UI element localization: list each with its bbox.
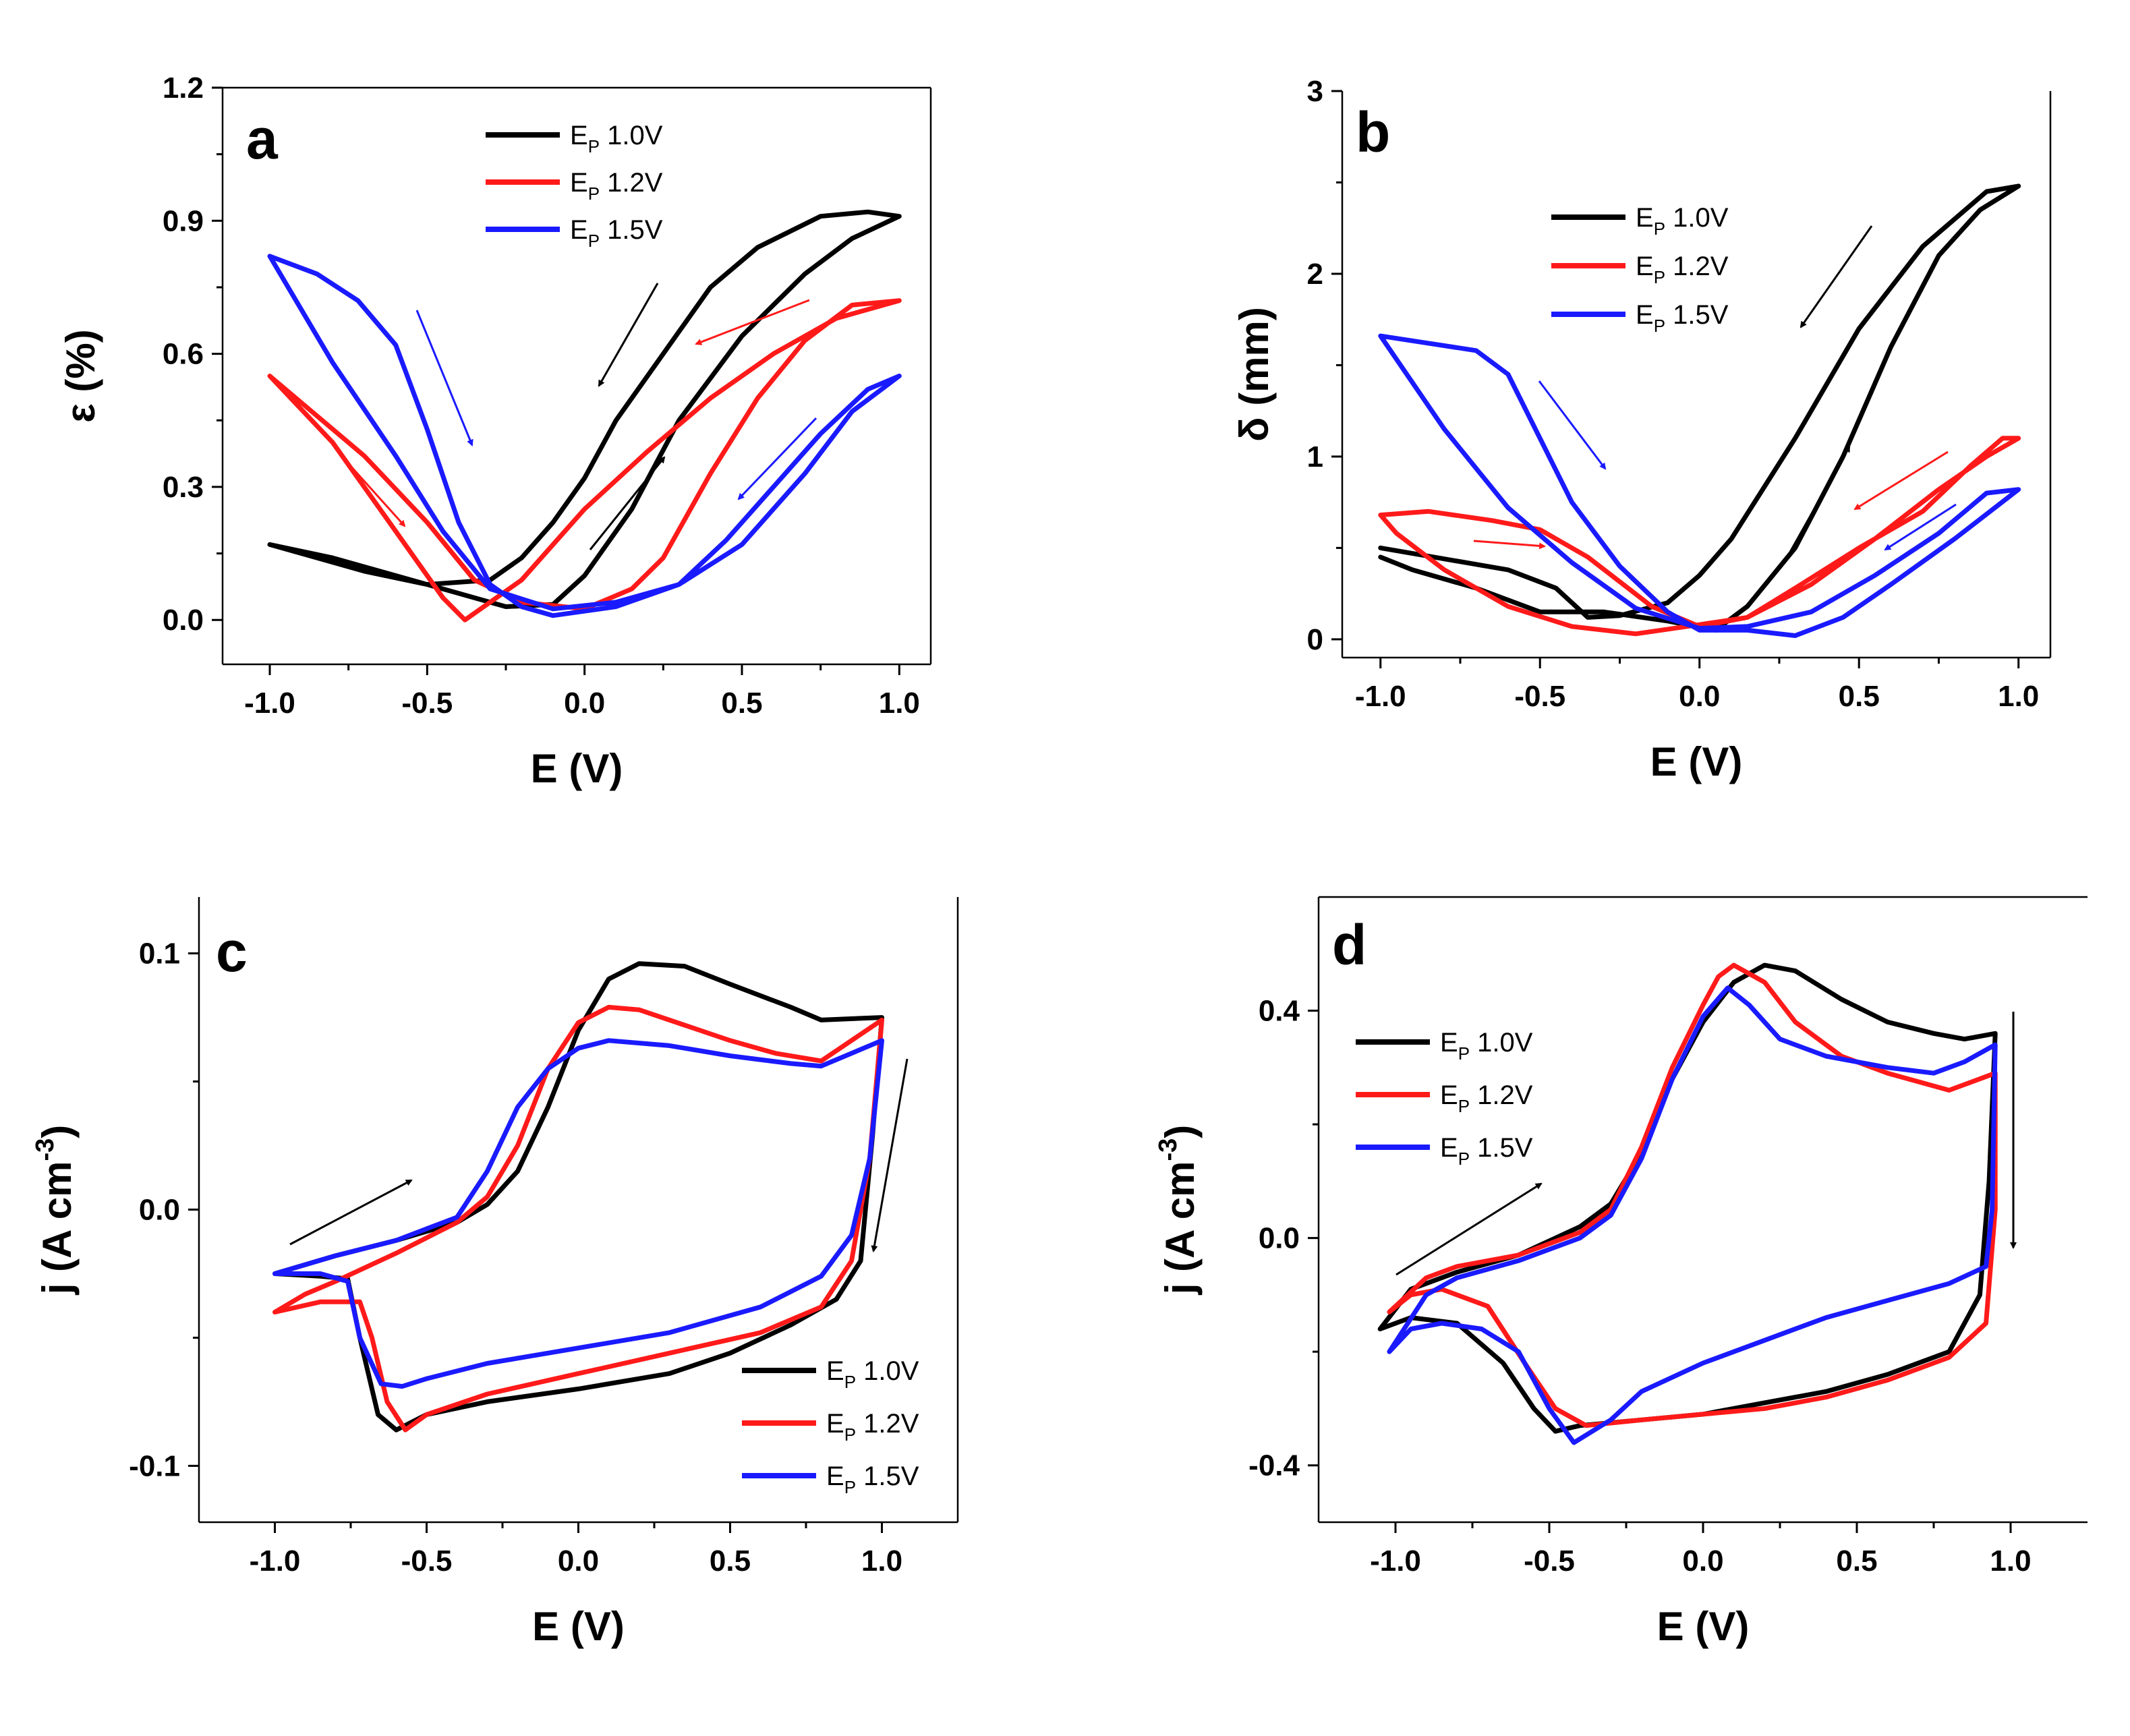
series-line-ep-1.2v — [272, 1004, 884, 1433]
x-tick-label: 0.5 — [1836, 1544, 1877, 1578]
x-axis-title: E (V) — [1650, 739, 1743, 784]
x-axis-title: E (V) — [1657, 1604, 1750, 1649]
series-line-ep-1.5v — [267, 254, 902, 618]
x-tick-label: 0.0 — [558, 1544, 599, 1578]
x-tick-label: 0.0 — [1682, 1544, 1723, 1578]
y-axis-title: j (A cm-3) — [31, 1125, 80, 1296]
x-tick-label: 0.0 — [1679, 680, 1720, 713]
x-axis-title: E (V) — [532, 1604, 625, 1649]
y-tick-label: 2 — [1307, 258, 1323, 291]
direction-arrow — [1395, 1182, 1543, 1276]
x-tick-label: -0.5 — [401, 687, 453, 720]
series-line-ep-1.5v — [1387, 985, 1998, 1445]
series-line-ep-1.0v — [1378, 183, 2021, 633]
y-tick-label: 3 — [1307, 75, 1323, 108]
x-tick-label: 1.0 — [879, 687, 920, 720]
panel-d-chart: -1.0 -0.5 0.0 0.5 1.0 -0.4 0.0 0.4 E (V) j (A cm-… — [1154, 896, 2088, 1649]
panel-c-chart: -1.0 -0.5 0.0 0.5 1.0 -0.1 0.0 0.1 E (V) j (A cm-… — [31, 897, 959, 1649]
legend-label: EP 1.5V — [570, 215, 663, 251]
y-tick-label: -0.1 — [129, 1449, 180, 1482]
x-tick-label: 0.5 — [1839, 680, 1880, 713]
y-tick-label: 0.4 — [1259, 995, 1300, 1028]
y-tick-label: -0.4 — [1248, 1449, 1300, 1482]
panel-letter: c — [216, 920, 248, 983]
y-tick-label: 0.3 — [163, 471, 204, 504]
y-tick-label: 0.0 — [139, 1194, 180, 1227]
panel-b-chart: -1.0 -0.5 0.0 0.5 1.0 0 1 2 3 E (V) δ (mm) b EP 1.0V… — [1232, 75, 2052, 784]
x-tick-label: -1.0 — [250, 1544, 301, 1578]
y-tick-label: 0.0 — [163, 604, 204, 637]
direction-arrow — [1853, 451, 1949, 511]
x-tick-label: 0.5 — [710, 1544, 751, 1578]
legend-label: EP 1.5V — [826, 1462, 919, 1497]
legend-label: EP 1.0V — [826, 1356, 919, 1392]
x-tick-label: 0.5 — [721, 687, 762, 720]
legend-label: EP 1.2V — [826, 1409, 919, 1445]
y-axis-title: δ (mm) — [1232, 307, 1277, 442]
y-tick-label: 1.2 — [163, 71, 204, 105]
y-tick-label: 0.9 — [163, 204, 204, 237]
y-tick-label: 0.6 — [163, 338, 204, 371]
direction-arrow — [737, 417, 817, 500]
series-line-ep-1.0v — [272, 961, 884, 1433]
legend-label: EP 1.0V — [1636, 203, 1729, 239]
direction-arrow — [871, 1058, 909, 1252]
x-tick-label: -1.0 — [1355, 680, 1406, 713]
x-tick-label: 1.0 — [1990, 1544, 2031, 1578]
x-tick-label: -0.5 — [401, 1544, 453, 1578]
series-line-ep-1.2v — [1387, 962, 1998, 1428]
x-tick-label: -1.0 — [1370, 1544, 1421, 1578]
legend-label: EP 1.0V — [570, 121, 663, 156]
legend-label: EP 1.5V — [1636, 300, 1729, 336]
legend-label: EP 1.2V — [1636, 252, 1729, 287]
series-line-ep-1.2v — [1378, 436, 2021, 637]
direction-arrow — [343, 457, 406, 527]
panel-letter: d — [1332, 913, 1366, 977]
legend-label: EP 1.2V — [1440, 1080, 1533, 1116]
panel-letter: a — [246, 107, 279, 171]
x-axis-title: E (V) — [531, 746, 623, 791]
series-line-ep-1.2v — [267, 298, 902, 623]
y-tick-label: 0 — [1307, 623, 1323, 656]
direction-arrow — [695, 299, 810, 345]
direction-arrow — [589, 456, 666, 550]
direction-arrow — [598, 283, 659, 387]
x-tick-label: 1.0 — [1998, 680, 2039, 713]
x-tick-label: -1.0 — [244, 687, 295, 720]
legend-label: EP 1.2V — [570, 168, 663, 204]
series-line-ep-1.5v — [1378, 333, 2021, 638]
direction-arrow — [1787, 445, 1851, 555]
y-axis-title: j (A cm-3) — [1154, 1125, 1203, 1296]
series-line-ep-1.0v — [267, 209, 902, 609]
legend-label: EP 1.5V — [1440, 1133, 1533, 1169]
direction-arrow — [289, 1179, 413, 1246]
direction-arrow — [1473, 540, 1546, 550]
x-tick-label: 1.0 — [861, 1544, 902, 1578]
series-line-ep-1.5v — [272, 1038, 884, 1389]
y-tick-label: 0.1 — [139, 937, 180, 971]
direction-arrow — [415, 310, 473, 446]
direction-arrow — [1538, 380, 1607, 470]
direction-arrow — [1800, 225, 1873, 328]
y-axis-title: ε (%) — [58, 329, 103, 422]
y-tick-label: 0.0 — [1259, 1222, 1300, 1255]
y-tick-label: 1 — [1307, 440, 1323, 473]
x-tick-label: -0.5 — [1524, 1544, 1575, 1578]
x-tick-label: 0.0 — [564, 687, 605, 720]
x-tick-label: -0.5 — [1514, 680, 1565, 713]
legend-label: EP 1.0V — [1440, 1028, 1533, 1064]
panel-letter: b — [1356, 100, 1390, 164]
direction-arrow — [1884, 503, 1957, 551]
panel-a-chart: -1.0 -0.5 0.0 0.5 1.0 0.0 0.3 0.6 0.9 1.2 E (V) ε (… — [58, 71, 932, 791]
